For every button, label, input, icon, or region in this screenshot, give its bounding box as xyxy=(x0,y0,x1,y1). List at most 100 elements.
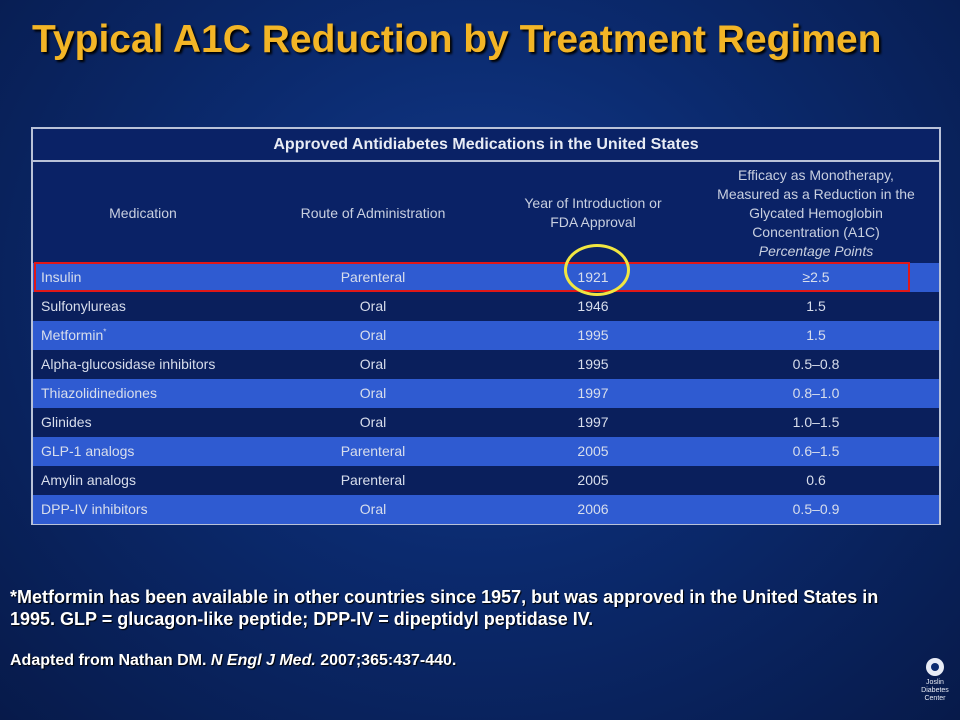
cell-route: Oral xyxy=(253,495,493,524)
cell-medication: Glinides xyxy=(33,408,253,437)
cell-route: Oral xyxy=(253,292,493,321)
cell-route-text: Oral xyxy=(359,356,387,372)
cell-medication-text: Thiazolidinediones xyxy=(41,385,157,401)
header-year: Year of Introduction or FDA Approval xyxy=(524,195,662,230)
cell-route-text: Parenteral xyxy=(340,443,406,459)
cell-medication: Insulin xyxy=(33,263,253,292)
cell-efficacy: 0.6 xyxy=(693,466,939,495)
cell-efficacy: 0.5–0.8 xyxy=(693,350,939,379)
cell-medication-text: Amylin analogs xyxy=(41,472,136,488)
cell-efficacy: 1.0–1.5 xyxy=(693,408,939,437)
cell-year-text: 2006 xyxy=(577,501,609,517)
cell-efficacy-text: 0.5–0.8 xyxy=(792,356,840,372)
table-row: DPP-IV inhibitors Oral 2006 0.5–0.9 xyxy=(33,495,939,524)
logo-text-2: Diabetes xyxy=(921,687,949,694)
header-route: Route of Administration xyxy=(300,204,446,221)
cell-route-text: Oral xyxy=(359,298,387,314)
cell-efficacy-text: 1.5 xyxy=(806,327,826,343)
cell-medication: Thiazolidinediones xyxy=(33,379,253,408)
cell-medication-text: Sulfonylureas xyxy=(41,298,126,314)
cell-medication: Amylin analogs xyxy=(33,466,253,495)
cell-route-text: Oral xyxy=(359,414,387,430)
source-journal: N Engl J Med. xyxy=(210,652,316,669)
cell-year: 1997 xyxy=(493,408,693,437)
cell-year-text: 1946 xyxy=(577,298,609,314)
cell-route: Parenteral xyxy=(253,437,493,466)
cell-medication-text: Insulin xyxy=(41,269,82,285)
cell-medication-text: Metformin xyxy=(41,327,104,343)
table-row: Amylin analogs Parenteral 2005 0.6 xyxy=(33,466,939,495)
joslin-logo: Joslin Diabetes Center xyxy=(918,658,952,714)
table-row: Sulfonylureas Oral 1946 1.5 xyxy=(33,292,939,321)
cell-medication-text: Alpha-glucosidase inhibitors xyxy=(41,356,216,372)
cell-efficacy-text: 0.5–0.9 xyxy=(792,501,840,517)
table-row: Metformin* Oral 1995 1.5 xyxy=(33,321,939,350)
header-efficacy-units: Percentage Points xyxy=(758,242,874,259)
cell-route: Oral xyxy=(253,379,493,408)
cell-medication: Alpha-glucosidase inhibitors xyxy=(33,350,253,379)
cell-year: 1995 xyxy=(493,350,693,379)
slide-title: Typical A1C Reduction by Treatment Regim… xyxy=(32,18,882,61)
cell-route-text: Parenteral xyxy=(340,472,406,488)
cell-medication-text: Glinides xyxy=(41,414,92,430)
table-row: Thiazolidinediones Oral 1997 0.8–1.0 xyxy=(33,379,939,408)
cell-efficacy-text: ≥2.5 xyxy=(802,269,830,285)
table-row: Glinides Oral 1997 1.0–1.5 xyxy=(33,408,939,437)
cell-year: 1997 xyxy=(493,379,693,408)
footnote-marker: * xyxy=(103,327,107,337)
highlight-rectangle xyxy=(34,262,910,292)
cell-efficacy: 1.5 xyxy=(693,292,939,321)
source-prefix: Adapted from Nathan DM. xyxy=(10,652,211,669)
cell-route-text: Oral xyxy=(359,327,387,343)
header-efficacy: Efficacy as Monotherapy, Measured as a R… xyxy=(693,162,939,264)
cell-year-text: 1997 xyxy=(577,385,609,401)
cell-year: 1995 xyxy=(493,321,693,350)
medications-table: Approved Antidiabetes Medications in the… xyxy=(31,127,941,525)
cell-route-text: Oral xyxy=(359,501,387,517)
cell-year-text: 1997 xyxy=(577,414,609,430)
cell-year: 2005 xyxy=(493,437,693,466)
cell-efficacy: 0.8–1.0 xyxy=(693,379,939,408)
cell-efficacy-text: 1.0–1.5 xyxy=(792,414,840,430)
cell-year-text: 1995 xyxy=(577,356,609,372)
footnote: *Metformin has been available in other c… xyxy=(10,587,879,629)
cell-efficacy-text: 0.6 xyxy=(806,472,826,488)
cell-year: 2006 xyxy=(493,495,693,524)
cell-route: Oral xyxy=(253,321,493,350)
cell-medication: Sulfonylureas xyxy=(33,292,253,321)
cell-route-text: Oral xyxy=(359,385,387,401)
cell-efficacy: 0.6–1.5 xyxy=(693,437,939,466)
cell-year-text: 1995 xyxy=(577,327,609,343)
cell-efficacy: 0.5–0.9 xyxy=(693,495,939,524)
header-medication: Medication xyxy=(109,204,177,221)
cell-route: Oral xyxy=(253,408,493,437)
cell-efficacy: ≥2.5 xyxy=(693,263,939,292)
logo-text-3: Center xyxy=(924,695,946,702)
cell-route: Oral xyxy=(253,350,493,379)
cell-route: Parenteral xyxy=(253,466,493,495)
source-citation: Adapted from Nathan DM. N Engl J Med. 20… xyxy=(10,650,710,672)
cell-medication: GLP-1 analogs xyxy=(33,437,253,466)
cell-year-text: 2005 xyxy=(577,443,609,459)
cell-medication: DPP-IV inhibitors xyxy=(33,495,253,524)
cell-medication-text: GLP-1 analogs xyxy=(41,443,135,459)
header-efficacy-text: Efficacy as Monotherapy, Measured as a R… xyxy=(717,166,915,240)
table-row: GLP-1 analogs Parenteral 2005 0.6–1.5 xyxy=(33,437,939,466)
cell-route-text: Parenteral xyxy=(340,269,406,285)
table-caption: Approved Antidiabetes Medications in the… xyxy=(33,129,939,162)
highlight-circle xyxy=(564,244,630,296)
cell-year-text: 2005 xyxy=(577,472,609,488)
cell-year: 1946 xyxy=(493,292,693,321)
cell-efficacy-text: 1.5 xyxy=(806,298,826,314)
logo-text-1: Joslin xyxy=(926,679,944,686)
table-row: Alpha-glucosidase inhibitors Oral 1995 0.5–… xyxy=(33,350,939,379)
cell-route: Parenteral xyxy=(253,263,493,292)
cell-efficacy-text: 0.6–1.5 xyxy=(792,443,840,459)
source-citation-detail: 2007;365:437-440. xyxy=(315,652,457,669)
cell-efficacy: 1.5 xyxy=(693,321,939,350)
logo-icon xyxy=(926,658,944,676)
table-body: Insulin Parenteral 1921 ≥2.5 Sulfonylureas Or… xyxy=(33,263,939,524)
cell-efficacy-text: 0.8–1.0 xyxy=(792,385,840,401)
cell-medication-text: DPP-IV inhibitors xyxy=(41,501,148,517)
table-header-row: Medication Route of Administration Year … xyxy=(33,162,939,264)
